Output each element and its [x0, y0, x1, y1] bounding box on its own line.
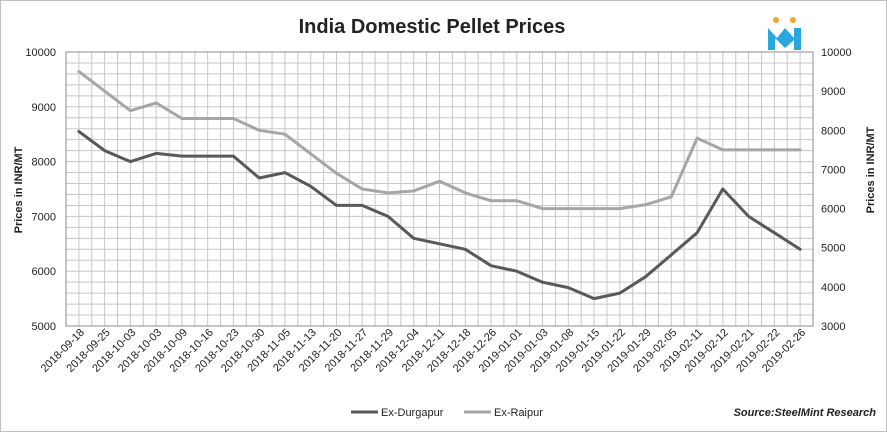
- y-tick-label-left: 6000: [32, 266, 56, 278]
- y-tick-label-left: 5000: [32, 321, 56, 333]
- y-tick-label-right: 5000: [821, 243, 845, 255]
- y-tick-label-right: 8000: [821, 125, 845, 137]
- x-axis: 2018-09-182018-09-252018-10-032018-10-03…: [39, 327, 809, 375]
- legend-label-ex-raipur: Ex-Raipur: [494, 407, 543, 419]
- y-tick-label-right: 3000: [821, 321, 845, 333]
- y-tick-label-right: 10000: [821, 47, 852, 59]
- y-tick-label-left: 7000: [32, 211, 56, 223]
- y-axis-left-title: Prices in INR/MT: [13, 146, 25, 233]
- y-tick-label-left: 10000: [25, 47, 56, 59]
- legend-label-ex-durgapur: Ex-Durgapur: [381, 407, 444, 419]
- chart-title: India Domestic Pellet Prices: [299, 16, 566, 38]
- y-tick-label-left: 9000: [32, 102, 56, 114]
- source-note: Source:SteelMint Research: [734, 407, 877, 419]
- legend: Ex-Durgapur Ex-Raipur: [351, 407, 543, 419]
- plot-border: [65, 51, 814, 327]
- y-tick-label-right: 4000: [821, 282, 845, 294]
- y-tick-label-right: 7000: [821, 164, 845, 176]
- series-line-ex-raipur: [77, 70, 802, 211]
- y-axis-right-title: Prices in INR/MT: [865, 126, 877, 213]
- series-line-ex-durgapur: [77, 130, 802, 301]
- y-tick-label-right: 6000: [821, 204, 845, 216]
- y-axis-right: 3000 4000 5000 6000 7000 8000 9000 10000: [821, 47, 852, 333]
- plot-area: [65, 51, 814, 327]
- grid-lines: [65, 51, 814, 327]
- steelmint-logo-icon: [768, 17, 801, 50]
- series-lines: [77, 70, 802, 301]
- y-tick-label-right: 9000: [821, 86, 845, 98]
- y-tick-label-left: 8000: [32, 157, 56, 169]
- y-axis-left: 5000 6000 7000 8000 9000 10000: [25, 47, 56, 333]
